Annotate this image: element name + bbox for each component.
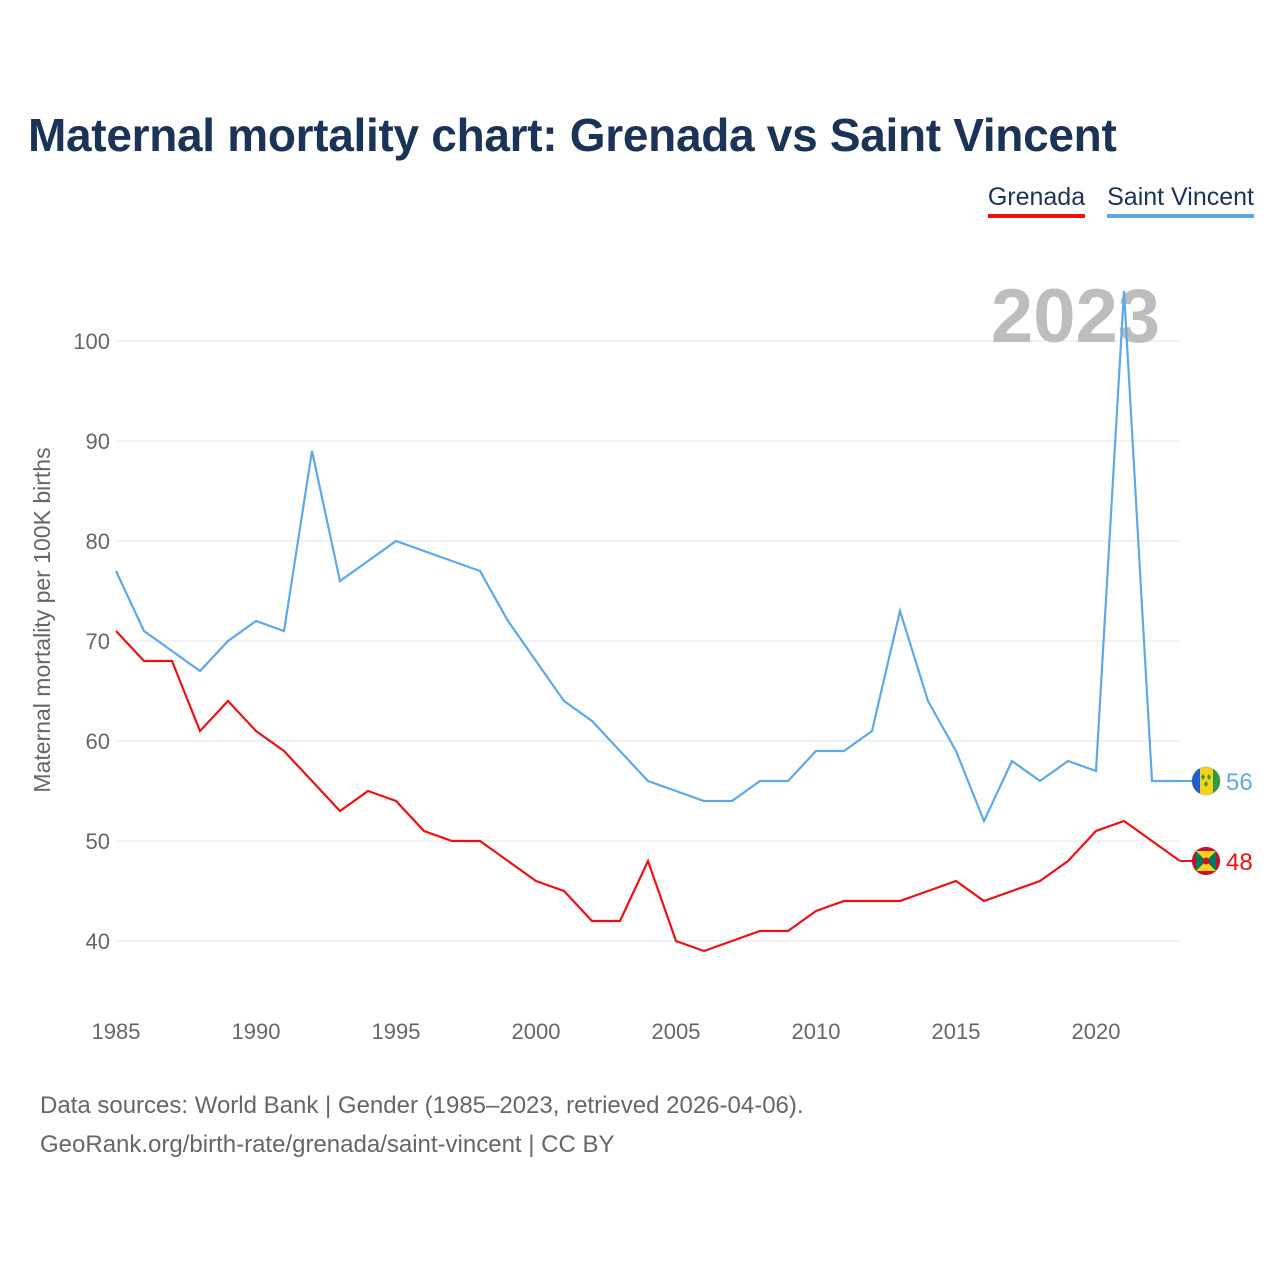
grenada-flag-icon <box>1191 846 1221 876</box>
year-watermark: 2023 <box>991 274 1160 359</box>
x-tick-2020: 2020 <box>1072 1019 1121 1044</box>
legend-item-grenada[interactable]: Grenada <box>987 183 1086 218</box>
source-line-2[interactable]: GeoRank.org/birth-rate/grenada/saint-vin… <box>40 1131 615 1158</box>
grid-lines <box>116 340 1180 942</box>
source-note: Data sources: World Bank | Gender (1985–… <box>40 1086 804 1164</box>
end-value-grenada: 48 <box>1226 849 1253 876</box>
y-tick-100: 100 <box>73 329 110 354</box>
x-tick-1990: 1990 <box>232 1019 281 1044</box>
x-tick-2010: 2010 <box>792 1019 841 1044</box>
legend: Grenada Saint Vincent <box>987 183 1254 218</box>
x-axis-ticks: 1985 1990 1995 2000 2005 2010 2015 2020 <box>92 1019 1121 1044</box>
page-title: Maternal mortality chart: Grenada vs Sai… <box>28 109 1117 161</box>
y-tick-50: 50 <box>86 829 110 854</box>
y-tick-70: 70 <box>86 629 110 654</box>
end-markers: 48 56 <box>1180 766 1253 876</box>
x-tick-1985: 1985 <box>92 1019 141 1044</box>
y-tick-60: 60 <box>86 729 110 754</box>
y-axis-ticks: 40 50 60 70 80 90 100 <box>73 329 110 954</box>
y-tick-90: 90 <box>86 429 110 454</box>
y-tick-40: 40 <box>86 929 110 954</box>
x-tick-1995: 1995 <box>372 1019 421 1044</box>
x-tick-2005: 2005 <box>652 1019 701 1044</box>
series-line-saint-vincent <box>115 290 1180 824</box>
y-tick-80: 80 <box>86 529 110 554</box>
x-tick-2000: 2000 <box>512 1019 561 1044</box>
end-value-saint-vincent: 56 <box>1226 769 1253 796</box>
legend-item-saint-vincent[interactable]: Saint Vincent <box>1107 183 1254 218</box>
x-tick-2015: 2015 <box>932 1019 981 1044</box>
y-axis-label: Maternal mortality per 100K births <box>29 447 55 792</box>
series-group <box>115 290 1181 953</box>
line-chart: 40 50 60 70 80 90 100 1985 1990 1995 2000 2005 2010… <box>29 274 1253 1044</box>
saint-vincent-flag-icon <box>1191 766 1221 796</box>
source-line-1: Data sources: World Bank | Gender (1985–… <box>40 1092 804 1119</box>
series-line-grenada <box>115 630 1181 953</box>
